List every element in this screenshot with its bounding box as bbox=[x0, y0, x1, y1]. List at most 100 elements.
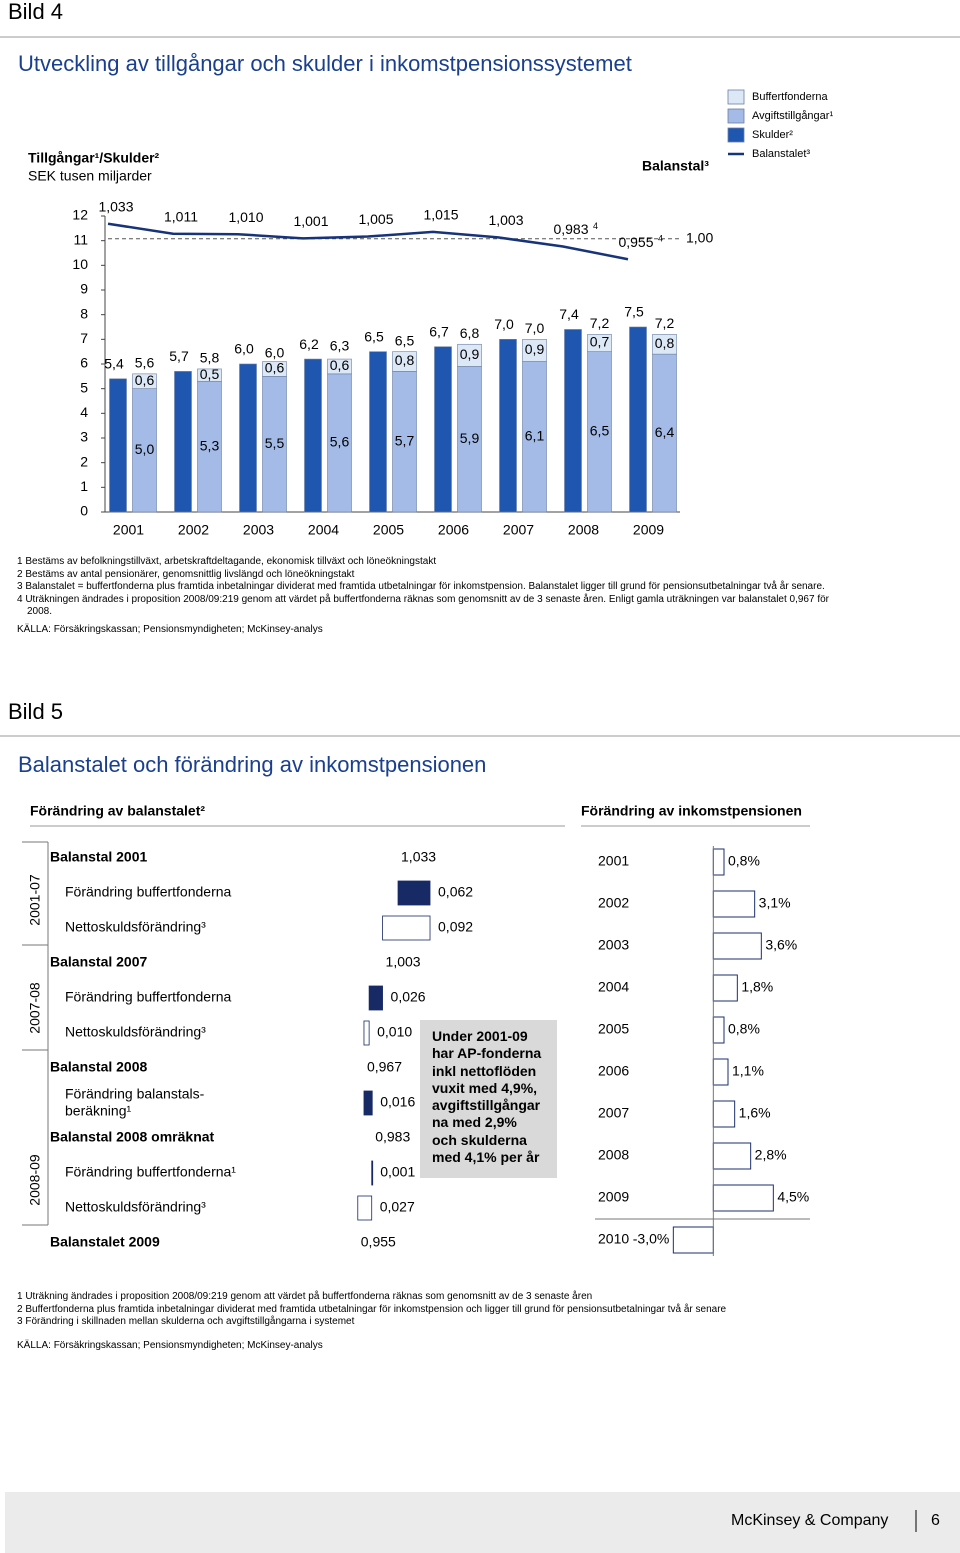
value-label: 4,5% bbox=[777, 1189, 809, 1205]
segment-label: 6,5 bbox=[590, 423, 610, 439]
x-tick-label: 2007 bbox=[503, 522, 534, 538]
bar-segment bbox=[197, 368, 222, 382]
y-tick-label: 2001 bbox=[598, 853, 629, 869]
legend-swatch bbox=[727, 108, 745, 124]
bar-segment bbox=[392, 371, 417, 513]
line-value-label: 1,015 bbox=[423, 207, 458, 223]
bar bbox=[712, 890, 756, 918]
value-label: 0,8% bbox=[728, 1021, 760, 1037]
value-label: -3,0% bbox=[633, 1231, 670, 1247]
value-label: 0,016 bbox=[380, 1094, 415, 1110]
total-bar bbox=[329, 1056, 364, 1080]
footnote: 2 Buffertfonderna plus framtida inbetaln… bbox=[17, 1303, 727, 1315]
segment-label: 6,1 bbox=[525, 427, 545, 443]
change-bar bbox=[382, 915, 431, 941]
value-label: 3,6% bbox=[765, 937, 797, 953]
row-label: beräkning¹ bbox=[65, 1103, 131, 1119]
bar-segment bbox=[522, 339, 547, 362]
segment-label: 0,8 bbox=[655, 335, 675, 351]
value-label: 6,7 bbox=[429, 323, 449, 339]
line-title: Balanstal³ bbox=[642, 158, 709, 174]
total-label: 6,8 bbox=[460, 325, 480, 341]
total-label: 7,2 bbox=[655, 315, 675, 331]
y-tick-label: 10 bbox=[72, 256, 88, 272]
y-tick-label: 2005 bbox=[598, 1021, 629, 1037]
footnotes: 1 Bestäms av befolkningstillväxt, arbets… bbox=[17, 556, 837, 636]
value-label: 0,001 bbox=[380, 1164, 415, 1180]
line-value-label: 1,033 bbox=[98, 198, 133, 214]
line-value-label: 1,010 bbox=[228, 209, 263, 225]
value-label: 0,967 bbox=[367, 1059, 402, 1075]
row-label: Balanstal 2001 bbox=[50, 849, 147, 865]
y-tick-label: 5 bbox=[80, 379, 88, 395]
value-label: 5,4 bbox=[104, 356, 124, 372]
bar-segment bbox=[587, 351, 612, 513]
line-value-label: 1,003 bbox=[488, 212, 523, 228]
y-tick-label: 2004 bbox=[598, 979, 629, 995]
footnote: 1 Bestäms av befolkningstillväxt, arbets… bbox=[17, 556, 437, 567]
chart-title: Förändring av balanstalet² bbox=[30, 803, 205, 819]
period-label: 2007-08 bbox=[27, 982, 43, 1034]
note-line: med 4,1% per år bbox=[432, 1149, 540, 1166]
row-label: Nettoskuldsförändring³ bbox=[65, 1199, 206, 1215]
chart-title: Förändring av inkomstpensionen bbox=[581, 803, 802, 819]
bar-segment bbox=[327, 373, 352, 513]
bar-segment bbox=[239, 363, 257, 513]
footnote: 1 Uträkning ändrades i proposition 2008/… bbox=[17, 1291, 593, 1302]
footnote: 2 Bestäms av antal pensionärer, genomsni… bbox=[17, 568, 355, 580]
row-label: Balanstal 2008 bbox=[50, 1059, 147, 1075]
bar bbox=[712, 1058, 729, 1086]
total-label: 6,5 bbox=[395, 332, 415, 348]
segment-label: 5,5 bbox=[265, 435, 285, 451]
change-bar bbox=[371, 1160, 374, 1186]
value-label: 0,983 bbox=[375, 1129, 410, 1145]
value-label: 1,003 bbox=[386, 954, 421, 970]
note-line: har AP-fonderna bbox=[432, 1045, 542, 1062]
total-bar bbox=[329, 1126, 373, 1150]
line-value-label: 0,983 bbox=[553, 221, 588, 237]
segment-label: 0,6 bbox=[330, 357, 350, 373]
bar bbox=[712, 1184, 774, 1212]
footer-band bbox=[5, 1492, 960, 1553]
value-label: 0,062 bbox=[438, 884, 473, 900]
bar-segment bbox=[564, 329, 582, 513]
bar-segment bbox=[652, 334, 677, 355]
x-tick-label: 2006 bbox=[438, 522, 469, 538]
slide-label: Bild 5 bbox=[8, 699, 63, 724]
value-label: 3,1% bbox=[759, 895, 791, 911]
value-label: 7,4 bbox=[559, 306, 579, 322]
change-bar bbox=[363, 1020, 370, 1046]
total-bar bbox=[329, 846, 399, 870]
segment-label: 5,7 bbox=[395, 432, 415, 448]
x-tick-label: 2002 bbox=[178, 522, 209, 538]
bar-segment bbox=[434, 346, 452, 513]
y-tick-label: 11 bbox=[73, 231, 88, 247]
value-label: 0,010 bbox=[377, 1024, 412, 1040]
y-tick-label: 0 bbox=[80, 503, 88, 519]
y-tick-label: 6 bbox=[80, 355, 88, 371]
total-label: 5,6 bbox=[135, 355, 155, 371]
bar-segment bbox=[132, 373, 157, 389]
segment-label: 0,9 bbox=[525, 341, 545, 357]
bar-segment bbox=[327, 358, 352, 375]
value-label: 0,092 bbox=[438, 919, 473, 935]
y-tick-label: 1 bbox=[80, 478, 88, 494]
segment-label: 0,6 bbox=[265, 360, 285, 376]
y-tick-label: 2006 bbox=[598, 1063, 629, 1079]
bar-segment bbox=[132, 388, 157, 513]
source: KÄLLA: Försäkringskassan; Pensionsmyndig… bbox=[17, 1339, 323, 1351]
value-label: 0,026 bbox=[391, 989, 426, 1005]
legend-swatch bbox=[727, 127, 745, 143]
value-label: 0,027 bbox=[380, 1199, 415, 1215]
value-label: 0,8% bbox=[728, 853, 760, 869]
value-label: 1,8% bbox=[741, 979, 773, 995]
y-tick-label: 2007 bbox=[598, 1105, 629, 1121]
segment-label: 0,9 bbox=[460, 346, 480, 362]
segment-label: 6,4 bbox=[655, 424, 675, 440]
bar-segment bbox=[587, 334, 612, 352]
value-label: 1,033 bbox=[401, 849, 436, 865]
bar-segment bbox=[262, 361, 287, 377]
x-tick-label: 2003 bbox=[243, 522, 274, 538]
bar-segment bbox=[629, 326, 647, 513]
